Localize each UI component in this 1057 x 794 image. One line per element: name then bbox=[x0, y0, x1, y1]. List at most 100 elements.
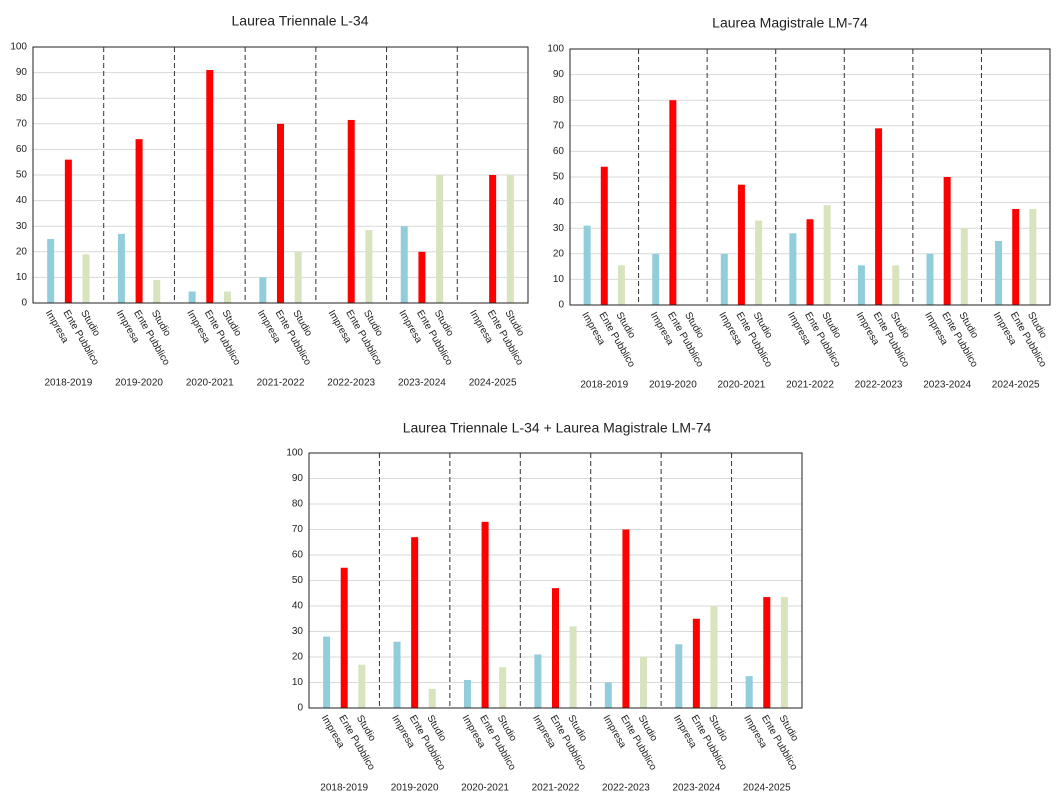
y-tick-label: 90 bbox=[292, 473, 304, 484]
y-tick-label: 90 bbox=[553, 69, 565, 80]
bar bbox=[206, 70, 214, 303]
plot-frame bbox=[32, 46, 529, 304]
y-tick-label: 0 bbox=[21, 298, 27, 309]
y-tick-label: 10 bbox=[553, 274, 565, 285]
bar bbox=[892, 265, 900, 305]
y-tick-label: 50 bbox=[16, 170, 28, 181]
bar bbox=[823, 205, 831, 305]
bar bbox=[428, 688, 436, 708]
bar bbox=[806, 219, 814, 305]
bar bbox=[675, 644, 683, 708]
x-tick-label: 2023-2024 bbox=[923, 380, 971, 391]
x-tick-label: 2020-2021 bbox=[461, 783, 509, 794]
bar bbox=[418, 251, 426, 303]
bar bbox=[117, 233, 125, 303]
bar bbox=[82, 254, 90, 303]
x-tick-label: 2018-2019 bbox=[320, 783, 368, 794]
bar bbox=[875, 128, 883, 305]
bar bbox=[223, 291, 231, 303]
bar bbox=[534, 654, 542, 708]
x-tick-label: 2018-2019 bbox=[580, 380, 628, 391]
bar bbox=[153, 279, 161, 303]
x-tick-label: 2021-2022 bbox=[257, 378, 305, 389]
bar bbox=[710, 606, 718, 708]
y-tick-label: 70 bbox=[292, 524, 304, 535]
y-tick-label: 100 bbox=[286, 448, 303, 459]
y-tick-label: 90 bbox=[16, 67, 28, 78]
bar bbox=[720, 253, 728, 305]
y-tick-label: 20 bbox=[292, 652, 304, 663]
x-tick-label: 2023-2024 bbox=[398, 378, 446, 389]
bar bbox=[552, 588, 559, 708]
bar bbox=[463, 679, 471, 708]
y-tick-label: 30 bbox=[553, 223, 565, 234]
bar bbox=[1012, 209, 1020, 305]
bar bbox=[481, 521, 489, 708]
y-tick-label: 0 bbox=[558, 300, 564, 311]
bar bbox=[669, 100, 677, 305]
bar bbox=[755, 220, 763, 305]
x-tick-label: 2019-2020 bbox=[649, 380, 697, 391]
y-tick-label: 70 bbox=[553, 120, 565, 131]
bar bbox=[600, 166, 608, 305]
plot-frame bbox=[569, 48, 1051, 306]
y-tick-label: 100 bbox=[547, 44, 564, 55]
y-tick-label: 20 bbox=[553, 248, 565, 259]
bar bbox=[259, 277, 267, 303]
bar bbox=[436, 175, 444, 303]
bar bbox=[780, 597, 788, 708]
bar bbox=[995, 241, 1003, 305]
x-tick-label: 2021-2022 bbox=[532, 783, 580, 794]
bar bbox=[943, 177, 951, 305]
bar bbox=[960, 228, 968, 305]
y-tick-label: 80 bbox=[553, 95, 565, 106]
bar bbox=[857, 265, 865, 305]
x-tick-label: 2019-2020 bbox=[391, 783, 439, 794]
x-tick-label: 2024-2025 bbox=[743, 783, 791, 794]
bar bbox=[617, 265, 625, 305]
bar bbox=[340, 567, 348, 708]
y-tick-label: 100 bbox=[10, 42, 27, 53]
bar bbox=[294, 251, 302, 303]
x-tick-label: 2020-2021 bbox=[718, 380, 766, 391]
bar bbox=[47, 239, 55, 303]
y-tick-label: 80 bbox=[292, 499, 304, 510]
bar bbox=[745, 676, 753, 708]
chart-title: Laurea Magistrale LM-74 bbox=[712, 15, 868, 31]
x-tick-label: 2024-2025 bbox=[469, 378, 517, 389]
y-tick-label: 50 bbox=[553, 172, 565, 183]
bar bbox=[692, 618, 700, 708]
y-tick-label: 10 bbox=[292, 677, 304, 688]
bar bbox=[789, 233, 797, 305]
bar bbox=[652, 253, 660, 305]
x-tick-label: 2022-2023 bbox=[855, 380, 903, 391]
bar bbox=[188, 291, 196, 303]
bar bbox=[277, 123, 284, 303]
y-tick-label: 40 bbox=[16, 195, 28, 206]
y-tick-label: 60 bbox=[553, 146, 565, 157]
bar bbox=[499, 667, 507, 708]
y-tick-label: 0 bbox=[297, 703, 303, 714]
y-tick-label: 50 bbox=[292, 575, 304, 586]
y-tick-label: 60 bbox=[16, 144, 28, 155]
y-tick-label: 80 bbox=[16, 93, 28, 104]
bar bbox=[1029, 209, 1037, 305]
chart-title: Laurea Triennale L-34 + Laurea Magistral… bbox=[403, 420, 712, 436]
x-tick-label: 2019-2020 bbox=[115, 378, 163, 389]
x-tick-label: 2022-2023 bbox=[602, 783, 650, 794]
y-tick-label: 30 bbox=[16, 221, 28, 232]
bar bbox=[640, 657, 648, 708]
bar bbox=[489, 175, 497, 303]
bar bbox=[737, 184, 745, 305]
bar bbox=[323, 636, 331, 708]
chart-title: Laurea Triennale L-34 bbox=[232, 13, 369, 29]
bar bbox=[926, 253, 934, 305]
x-tick-label: 2022-2023 bbox=[327, 378, 375, 389]
bar bbox=[347, 119, 355, 304]
bar bbox=[393, 641, 401, 708]
y-tick-label: 60 bbox=[292, 550, 304, 561]
plot-frame bbox=[308, 452, 803, 709]
x-tick-label: 2023-2024 bbox=[672, 783, 720, 794]
bar bbox=[583, 225, 591, 305]
